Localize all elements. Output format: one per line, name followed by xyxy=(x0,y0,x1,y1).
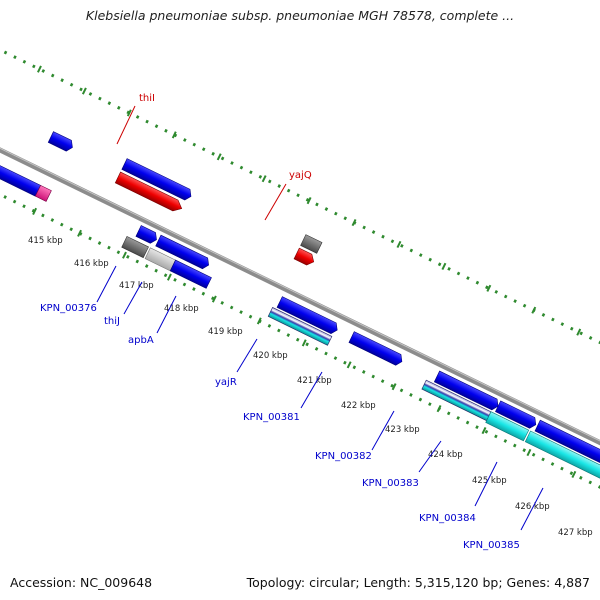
gene-label-KPN_00384[interactable]: KPN_00384 xyxy=(419,513,476,524)
tick-label-419: 419 kbp xyxy=(208,327,243,337)
major-tick-mark xyxy=(441,262,447,270)
gene-arrow-KPN_00376-gray[interactable] xyxy=(121,236,149,259)
gene-arrow-thiI-blue[interactable] xyxy=(121,158,194,202)
gene-arrow-thiI-red[interactable] xyxy=(114,171,184,214)
major-tick-mark xyxy=(37,65,42,73)
gene-arrow-KPN_00376-a[interactable] xyxy=(135,225,159,246)
leader-line-yajQ xyxy=(264,183,287,221)
outer-major-ticks xyxy=(37,65,582,336)
inner-strand-genes xyxy=(0,163,600,482)
leader-line-KPN_00382 xyxy=(371,410,395,451)
major-tick-mark xyxy=(526,448,532,457)
gene-label-KPN_00376[interactable]: KPN_00376 xyxy=(40,303,97,314)
leader-line-yajR xyxy=(236,338,258,373)
inner-gene-labels: KPN_00376 thiJ apbA yajR KPN_00381 KPN_0… xyxy=(40,265,544,551)
major-tick-mark xyxy=(166,273,172,281)
gene-label-apbA[interactable]: apbA xyxy=(128,335,154,346)
gene-label-yajR[interactable]: yajR xyxy=(215,377,237,388)
genome-backbone xyxy=(0,121,600,486)
gene-label-yajQ[interactable]: yajQ xyxy=(289,170,312,181)
gene-arrow-pink[interactable] xyxy=(34,184,52,202)
gene-arrow-KPN_00383-cyan[interactable] xyxy=(485,411,530,442)
tick-label-417: 417 kbp xyxy=(119,281,154,291)
gene-arrow-yajR-blue[interactable] xyxy=(276,296,340,336)
gene-arrow-yajR-stripe[interactable] xyxy=(267,307,333,346)
major-tick-mark xyxy=(301,339,307,347)
inner-tick-ring xyxy=(0,158,600,521)
leader-line-KPN_00385 xyxy=(520,487,544,531)
tick-label-423: 423 kbp xyxy=(385,425,420,435)
gene-arrow-KPN_00384-blue[interactable] xyxy=(534,419,600,468)
gene-arrow-KPN_00382-blue[interactable] xyxy=(433,370,500,412)
tick-label-427: 427 kbp xyxy=(558,528,593,538)
gene-arrow-KPN_00376-b[interactable] xyxy=(155,234,212,270)
major-tick-mark xyxy=(256,317,262,325)
major-tick-mark xyxy=(396,240,402,249)
outer-gene-labels: thiI yajQ xyxy=(116,93,312,221)
scale-tick-labels: 415 kbp 416 kbp 417 kbp 418 kbp 419 kbp … xyxy=(28,236,593,538)
gene-label-KPN_00381[interactable]: KPN_00381 xyxy=(243,412,300,423)
map-track-group xyxy=(0,41,600,521)
tick-label-422: 422 kbp xyxy=(341,401,376,411)
accession-label: Accession: NC_009648 xyxy=(10,575,153,590)
tick-label-416: 416 kbp xyxy=(74,259,109,269)
page-title: Klebsiella pneumoniae subsp. pneumoniae … xyxy=(85,8,515,23)
major-tick-mark xyxy=(346,361,352,369)
major-tick-mark xyxy=(531,306,537,314)
outer-strand-genes xyxy=(47,131,323,267)
gene-arrow-yajQ-red[interactable] xyxy=(293,247,316,267)
gene-arrow-yajQ-gray[interactable] xyxy=(300,234,323,254)
gene-arrow-blue-left-a[interactable] xyxy=(47,131,75,153)
major-tick-mark xyxy=(211,295,217,303)
gene-label-KPN_00382[interactable]: KPN_00382 xyxy=(315,451,372,462)
tick-label-425: 425 kbp xyxy=(472,476,507,486)
leader-line-thiI xyxy=(116,105,136,145)
genome-summary: Topology: circular; Length: 5,315,120 bp… xyxy=(246,575,590,590)
gene-arrow-KPN_00383-blue[interactable] xyxy=(495,400,538,430)
gene-arrow-KPN_00384-cyan[interactable] xyxy=(524,430,600,482)
outer-tick-ring xyxy=(0,41,600,404)
major-tick-mark xyxy=(351,218,357,227)
gene-label-KPN_00385[interactable]: KPN_00385 xyxy=(463,540,520,551)
major-tick-mark xyxy=(171,131,177,139)
major-tick-mark xyxy=(126,109,132,117)
gene-label-thiJ[interactable]: thiJ xyxy=(104,316,120,327)
major-tick-mark xyxy=(481,426,487,435)
tick-label-424: 424 kbp xyxy=(428,450,463,460)
tick-label-426: 426 kbp xyxy=(515,502,550,512)
gene-arrow-apbA[interactable] xyxy=(169,259,212,289)
major-tick-mark xyxy=(77,229,82,237)
leader-line-KPN_00384 xyxy=(474,461,498,507)
tick-label-421: 421 kbp xyxy=(297,376,332,386)
major-tick-mark xyxy=(576,328,582,336)
genome-backbone-highlight xyxy=(0,121,600,483)
major-tick-mark xyxy=(391,383,397,391)
major-tick-mark xyxy=(571,470,577,478)
major-tick-mark xyxy=(306,197,312,205)
gene-label-KPN_00383[interactable]: KPN_00383 xyxy=(362,478,419,489)
leader-line-KPN_00381 xyxy=(300,371,323,409)
leader-line-KPN_00383 xyxy=(418,440,442,473)
leader-line-thiJ xyxy=(123,281,143,315)
major-tick-mark xyxy=(261,175,267,183)
major-tick-mark xyxy=(81,87,87,95)
gene-arrow-KPN_00381[interactable] xyxy=(348,331,405,367)
tick-label-420: 420 kbp xyxy=(253,351,288,361)
leader-line-KPN_00376 xyxy=(96,265,117,303)
tick-label-415: 415 kbp xyxy=(28,236,63,246)
major-tick-mark xyxy=(486,284,492,292)
major-tick-mark xyxy=(216,153,222,161)
major-tick-mark xyxy=(436,405,442,413)
tick-label-418: 418 kbp xyxy=(164,304,199,314)
major-tick-mark xyxy=(32,207,38,215)
major-tick-mark xyxy=(122,251,127,259)
gene-label-thiI[interactable]: thiI xyxy=(139,93,155,104)
leader-line-apbA xyxy=(156,295,177,334)
inner-major-ticks xyxy=(32,207,577,478)
